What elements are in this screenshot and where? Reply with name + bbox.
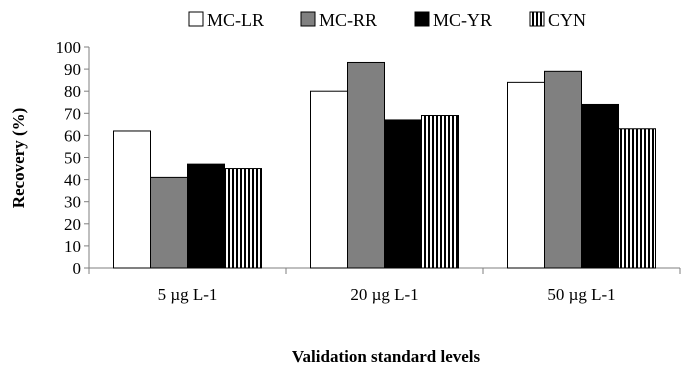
y-tick-label: 90 bbox=[64, 60, 81, 79]
bar-cyn-5-g-l-1 bbox=[224, 168, 262, 269]
bar-mc-rr-5-g-l-1 bbox=[150, 176, 188, 269]
bar-mc-lr-20-g-l-1 bbox=[310, 90, 348, 269]
legend-swatch-mc-rr bbox=[300, 11, 316, 27]
y-tick-label: 60 bbox=[64, 126, 81, 145]
x-axis-ticks: 5 µg L-1 20 µg L-1 50 µg L-1 bbox=[88, 268, 681, 304]
bar-mc-lr-5-g-l-1 bbox=[113, 130, 151, 269]
legend-swatch-mc-yr bbox=[414, 11, 430, 27]
bar-cyn-50-g-l-1 bbox=[618, 128, 656, 269]
y-tick-label: 70 bbox=[64, 104, 81, 123]
bar-mc-rr-20-g-l-1 bbox=[347, 61, 385, 269]
bar-mc-yr-20-g-l-1 bbox=[384, 119, 422, 269]
y-tick-label: 80 bbox=[64, 82, 81, 101]
y-axis-title: Recovery (%) bbox=[9, 108, 28, 209]
bars bbox=[113, 61, 656, 269]
y-tick-label: 100 bbox=[56, 38, 82, 57]
legend-label-cyn: CYN bbox=[548, 10, 586, 30]
y-tick-label: 30 bbox=[64, 193, 81, 212]
x-tick-label-5-g-l-1: 5 µg L-1 bbox=[158, 285, 218, 304]
bar-cyn-20-g-l-1 bbox=[421, 115, 459, 269]
legend-swatch-mc-lr bbox=[188, 11, 204, 27]
legend-label-mc-yr: MC-YR bbox=[433, 10, 492, 30]
x-tick-label-50-g-l-1: 50 µg L-1 bbox=[547, 285, 615, 304]
y-axis-ticks: 0 10 20 30 40 50 60 70 80 90 100 bbox=[56, 38, 89, 278]
y-tick-label: 10 bbox=[64, 237, 81, 256]
x-axis-title: Validation standard levels bbox=[292, 347, 481, 366]
y-tick-label: 50 bbox=[64, 149, 81, 168]
bar-mc-lr-50-g-l-1 bbox=[507, 81, 545, 269]
bar-mc-yr-50-g-l-1 bbox=[581, 103, 619, 269]
y-tick-label: 0 bbox=[73, 259, 82, 278]
x-tick-label-20-g-l-1: 20 µg L-1 bbox=[350, 285, 418, 304]
legend-swatch-cyn bbox=[529, 11, 545, 27]
y-tick-label: 40 bbox=[64, 171, 81, 190]
legend-label-mc-rr: MC-RR bbox=[319, 10, 377, 30]
chart-legend: MC-LR MC-RR MC-YR CYN bbox=[188, 10, 586, 30]
legend-label-mc-lr: MC-LR bbox=[207, 10, 264, 30]
y-tick-label: 20 bbox=[64, 215, 81, 234]
bar-mc-rr-50-g-l-1 bbox=[544, 70, 582, 269]
bar-mc-yr-5-g-l-1 bbox=[187, 163, 225, 269]
